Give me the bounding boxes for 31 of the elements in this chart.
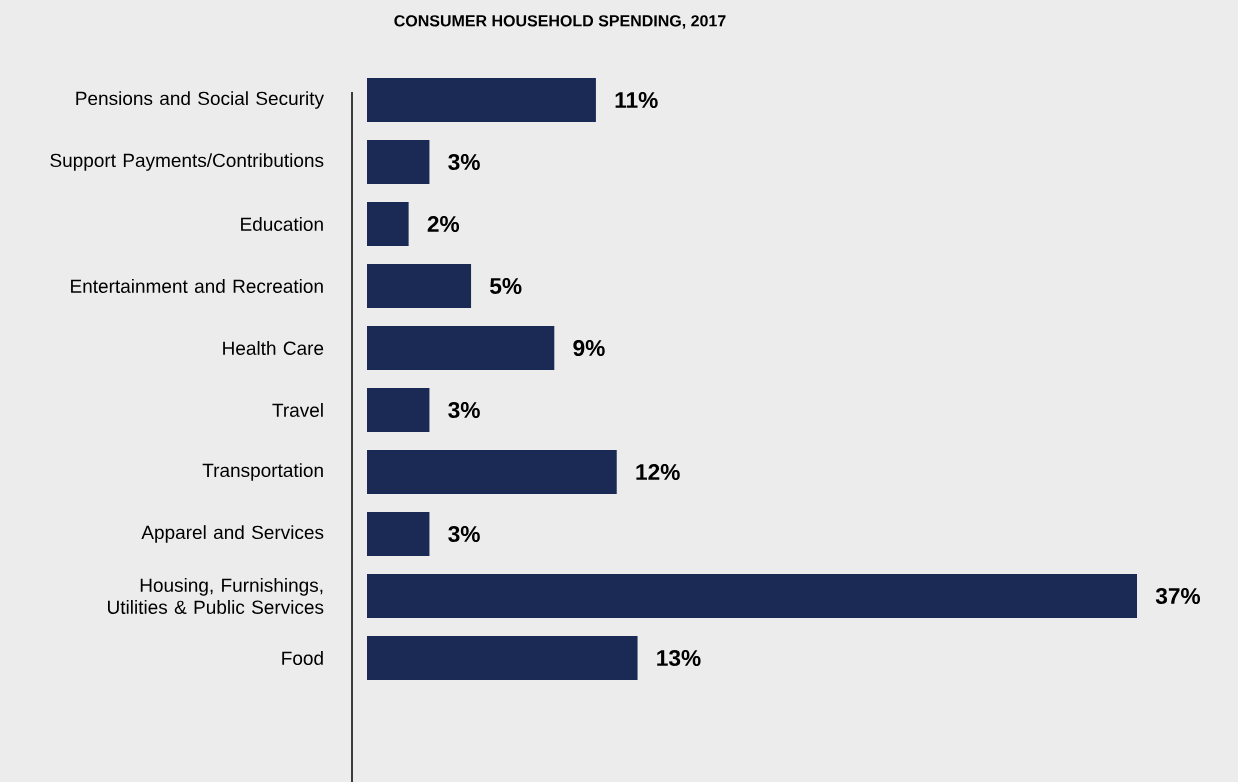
data-label: 13% (657, 649, 701, 667)
data-label: 5% (490, 278, 522, 294)
y-tick-label: Food (282, 651, 323, 665)
y-tick-label: Housing, Furnishings, Utilities & Public Services (108, 578, 324, 614)
y-tick-label: Transportation (202, 463, 323, 481)
data-label: 9% (573, 339, 605, 357)
y-tick-label: Health Care (223, 341, 324, 355)
bar (367, 388, 430, 432)
data-label: 3% (448, 401, 480, 419)
y-tick-label: Apparel and Services (141, 525, 324, 543)
y-tick-label: Support Payments/Contributions (50, 153, 324, 171)
bar (367, 264, 472, 308)
bar (367, 450, 617, 494)
bar (367, 512, 430, 556)
data-label: 3% (448, 525, 480, 543)
bar (367, 202, 409, 246)
bar (367, 326, 555, 370)
y-tick-label: Pensions and Social Security (76, 91, 324, 109)
data-label: 37% (1155, 587, 1201, 605)
data-label: 11% (615, 92, 658, 108)
y-tick-label: Entertainment and Recreation (71, 279, 323, 293)
bar (367, 636, 638, 680)
y-tick-label: Education (241, 217, 323, 231)
data-label: 3% (448, 153, 480, 171)
bar (367, 78, 596, 122)
chart-title: CONSUMER HOUSEHOLD SPENDING, 2017 (394, 15, 726, 29)
data-label: 2% (427, 215, 460, 232)
bar (367, 574, 1138, 618)
bar (367, 140, 430, 184)
data-label: 12% (636, 463, 680, 480)
y-tick-label: Travel (272, 403, 323, 417)
